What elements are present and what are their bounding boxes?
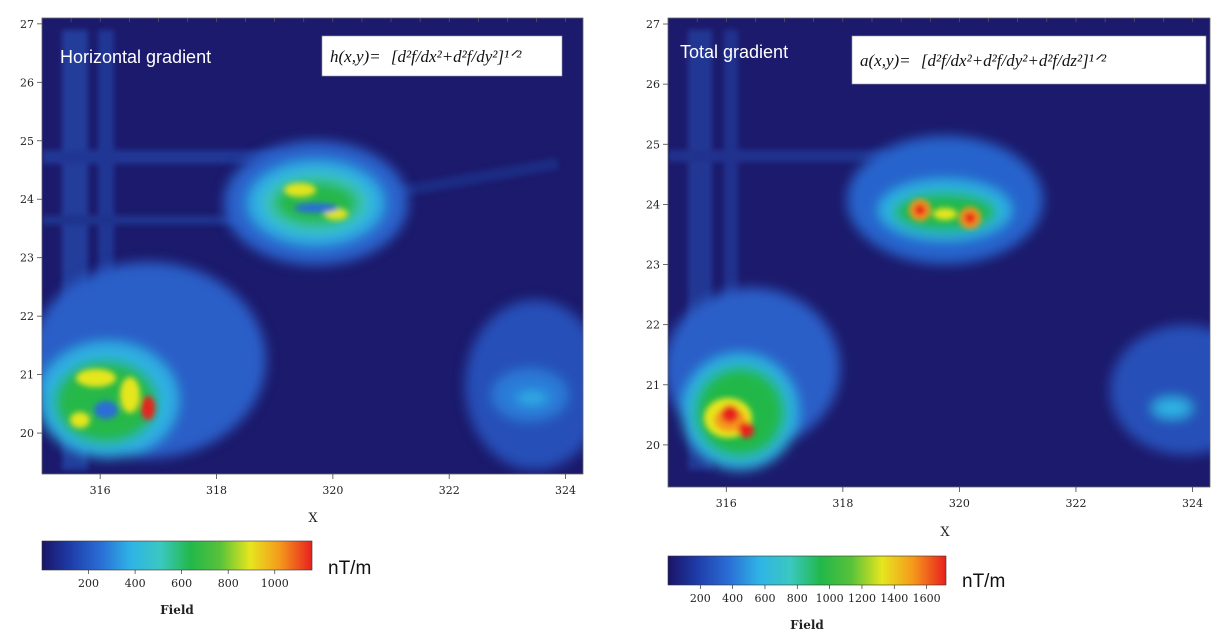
colorbar-tick-label: 1600 xyxy=(913,592,941,605)
svg-text:h(x,y)= [d²f/dx²+d²f/dy²: h(x,y)= [d²f/dx²+d²f/dy²]¹ᐟ² xyxy=(330,47,522,66)
colorbar-tick-label: 800 xyxy=(787,592,808,605)
left-formula-box xyxy=(321,35,563,77)
y-tick-label: 21 xyxy=(20,369,34,382)
right-formula-box xyxy=(851,35,1207,85)
y-tick-label: 20 xyxy=(20,427,34,440)
colorbar-tick-label: 1000 xyxy=(261,577,289,590)
svg-text:a(x,y)= [d²f/dx²+d²f/dy²: a(x,y)= [d²f/dx²+d²f/dy²+d²f/dz²]¹ᐟ² xyxy=(860,51,1107,70)
right-colorbar xyxy=(667,555,947,586)
colorbar-tick-label: 200 xyxy=(78,577,99,590)
right-x-axis-title: X xyxy=(940,525,950,540)
y-tick-label: 22 xyxy=(20,310,34,323)
left-heatmap-panel: Horizontal gradient h(x,y)= [d²f/dx²+d²f… xyxy=(20,17,584,617)
x-tick-label: 318 xyxy=(206,484,227,497)
left-colorbar-ticks: 200 400 600 800 1000 xyxy=(78,570,289,590)
left-axes: 316 318 320 322 324 20 21 22 23 24 25 26 27 xyxy=(20,18,576,497)
x-tick-label: 318 xyxy=(832,497,853,510)
left-plot-frame xyxy=(41,17,584,475)
colorbar-tick-label: 1400 xyxy=(880,592,908,605)
y-tick-label: 21 xyxy=(646,379,660,392)
colorbar-tick-label: 1200 xyxy=(848,592,876,605)
left-colorbar-unit: nT/m xyxy=(328,558,371,579)
x-tick-label: 316 xyxy=(90,484,111,497)
y-tick-label: 25 xyxy=(646,138,660,151)
y-tick-label: 20 xyxy=(646,439,660,452)
right-colorbar-unit: nT/m xyxy=(962,571,1005,592)
y-tick-label: 27 xyxy=(20,18,34,31)
colorbar-tick-label: 200 xyxy=(690,592,711,605)
left-heatmap-field xyxy=(42,18,583,474)
x-tick-label: 316 xyxy=(716,497,737,510)
y-tick-label: 24 xyxy=(20,193,34,206)
y-tick-label: 24 xyxy=(646,198,660,211)
colorbar-tick-label: 600 xyxy=(754,592,775,605)
colorbar-tick-label: 400 xyxy=(125,577,146,590)
y-tick-label: 25 xyxy=(20,135,34,148)
y-tick-label: 26 xyxy=(646,78,660,91)
right-formula-lhs: a(x,y)= xyxy=(860,51,911,70)
x-tick-label: 322 xyxy=(439,484,460,497)
right-plot-frame xyxy=(667,17,1211,488)
left-formula-lhs: h(x,y)= xyxy=(330,47,381,66)
right-axes: 316 318 320 322 324 20 21 22 23 24 25 26 27 xyxy=(646,18,1203,510)
x-tick-label: 324 xyxy=(555,484,576,497)
left-formula-rhs: [d²f/dx²+d²f/dy²]¹ᐟ² xyxy=(391,47,522,66)
x-tick-label: 320 xyxy=(322,484,343,497)
colorbar-tick-label: 800 xyxy=(218,577,239,590)
left-colorbar-title: Field xyxy=(160,603,194,617)
colorbar-tick-label: 1000 xyxy=(816,592,844,605)
y-tick-label: 23 xyxy=(20,252,34,265)
x-tick-label: 320 xyxy=(949,497,970,510)
left-panel-title: Horizontal gradient xyxy=(60,47,211,67)
left-x-axis-title: X xyxy=(308,511,318,526)
y-tick-label: 23 xyxy=(646,259,660,272)
right-panel-title: Total gradient xyxy=(680,42,788,62)
right-heatmap-panel: Total gradient a(x,y)= [d²f/dx²+d²f/dy²+… xyxy=(646,17,1211,632)
x-tick-label: 324 xyxy=(1182,497,1203,510)
right-colorbar-title: Field xyxy=(790,618,824,632)
colorbar-tick-label: 600 xyxy=(171,577,192,590)
y-tick-label: 22 xyxy=(646,319,660,332)
colorbar-tick-label: 400 xyxy=(722,592,743,605)
y-tick-label: 27 xyxy=(646,18,660,31)
y-tick-label: 26 xyxy=(20,76,34,89)
x-tick-label: 322 xyxy=(1065,497,1086,510)
right-colorbar-ticks: 200 400 600 800 1000 1200 1400 1600 xyxy=(690,585,941,605)
right-formula-rhs: [d²f/dx²+d²f/dy²+d²f/dz²]¹ᐟ² xyxy=(921,51,1107,70)
left-colorbar xyxy=(41,540,313,571)
right-heatmap-field xyxy=(668,18,1210,487)
